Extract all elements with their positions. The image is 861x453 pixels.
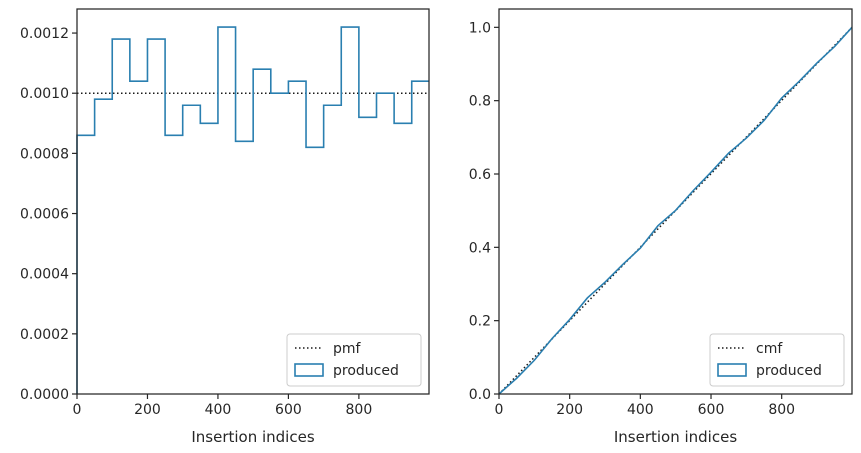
legend-label-produced: produced bbox=[333, 363, 399, 379]
axes-frame bbox=[76, 8, 430, 395]
legend-swatch-produced bbox=[294, 363, 324, 377]
axes-frame bbox=[498, 8, 853, 395]
y-tick-label: 0.0006 bbox=[20, 207, 69, 223]
pmf-histogram-panel: 0 200 400 600 800 0.0000 0.0002 0.0004 0.0006 0.0… bbox=[20, 8, 430, 446]
x-tick-label: 400 bbox=[205, 402, 232, 418]
legend: pmf produced bbox=[286, 333, 422, 387]
legend-label-produced: produced bbox=[756, 363, 822, 379]
legend-swatch-produced bbox=[717, 363, 747, 377]
y-tick-label: 0.0004 bbox=[20, 267, 69, 283]
legend-label-cmf: cmf bbox=[756, 341, 783, 357]
legend-label-pmf: pmf bbox=[333, 341, 362, 357]
legend-box bbox=[286, 333, 422, 387]
x-tick-label: 0 bbox=[73, 402, 82, 418]
x-tick-label: 400 bbox=[627, 402, 654, 418]
x-tick-label: 600 bbox=[698, 402, 725, 418]
y-tick-label: 0.2 bbox=[469, 314, 491, 330]
y-tick-label: 0.0000 bbox=[20, 387, 69, 403]
x-tick-label: 800 bbox=[346, 402, 373, 418]
x-axis-label: Insertion indices bbox=[614, 428, 737, 446]
series-produced-step bbox=[498, 26, 853, 395]
y-tick-label: 0.0 bbox=[469, 387, 491, 403]
x-tick-label: 800 bbox=[768, 402, 795, 418]
series-produced-step bbox=[76, 26, 429, 394]
y-tick-label: 0.4 bbox=[469, 240, 491, 256]
y-tick-label: 0.6 bbox=[469, 167, 491, 183]
x-axis-label: Insertion indices bbox=[191, 428, 314, 446]
y-tick-label: 0.8 bbox=[469, 94, 491, 110]
x-tick-label: 200 bbox=[134, 402, 161, 418]
y-tick-label: 0.0012 bbox=[20, 26, 69, 42]
x-tick-label: 600 bbox=[275, 402, 302, 418]
y-tick-label: 0.0002 bbox=[20, 327, 69, 343]
legend-box bbox=[709, 333, 845, 387]
x-tick-label: 0 bbox=[495, 402, 504, 418]
legend: cmf produced bbox=[709, 333, 845, 387]
cmf-cumulative-panel: 0 200 400 600 800 0.0 0.2 0.4 0.6 0.8 1.0 Insertion… bbox=[469, 8, 853, 446]
x-tick-label: 200 bbox=[556, 402, 583, 418]
y-tick-label: 1.0 bbox=[469, 20, 491, 36]
y-tick-label: 0.0008 bbox=[20, 146, 69, 162]
y-tick-label: 0.0010 bbox=[20, 86, 69, 102]
